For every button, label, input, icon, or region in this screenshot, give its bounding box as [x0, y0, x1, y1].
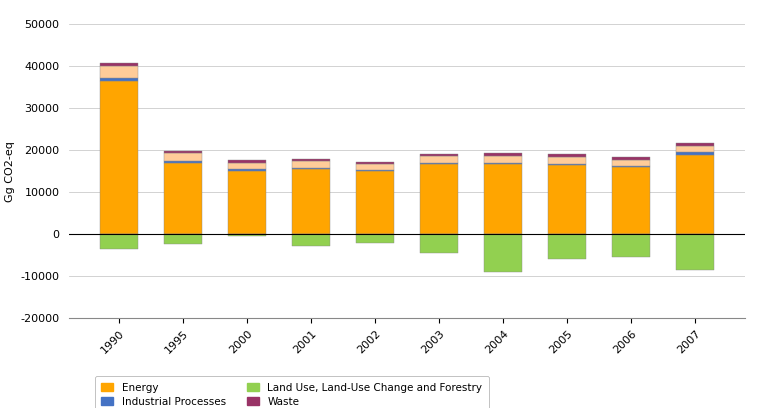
Bar [228, 234, 266, 236]
Bar [356, 171, 394, 234]
Bar [548, 164, 586, 165]
Bar [228, 169, 266, 171]
Bar [100, 234, 138, 249]
Bar [292, 234, 330, 246]
Bar [164, 161, 202, 163]
Bar [356, 170, 394, 171]
Bar [484, 164, 522, 234]
Bar [228, 171, 266, 234]
Bar [484, 234, 522, 272]
Bar [292, 168, 330, 169]
Bar [676, 234, 714, 270]
Bar [612, 166, 650, 167]
Bar [676, 143, 714, 146]
Y-axis label: Gg CO2-eq: Gg CO2-eq [5, 141, 15, 202]
Bar [676, 153, 714, 155]
Bar [292, 159, 330, 162]
Bar [164, 151, 202, 153]
Bar [676, 146, 714, 153]
Bar [676, 155, 714, 234]
Bar [356, 164, 394, 170]
Bar [228, 163, 266, 169]
Bar [164, 153, 202, 161]
Bar [484, 162, 522, 164]
Bar [548, 157, 586, 164]
Bar [548, 165, 586, 234]
Bar [292, 162, 330, 168]
Bar [420, 164, 458, 234]
Bar [612, 157, 650, 160]
Bar [612, 234, 650, 257]
Bar [548, 154, 586, 157]
Bar [164, 234, 202, 244]
Bar [100, 66, 138, 78]
Bar [164, 163, 202, 234]
Bar [420, 234, 458, 253]
Bar [420, 163, 458, 164]
Bar [484, 153, 522, 156]
Bar [292, 169, 330, 234]
Bar [100, 63, 138, 66]
Bar [228, 160, 266, 163]
Bar [420, 153, 458, 156]
Legend: Energy, Industrial Processes, Agriculture, Land Use, Land-Use Change and Forestr: Energy, Industrial Processes, Agricultur… [94, 376, 488, 408]
Bar [356, 162, 394, 164]
Bar [420, 156, 458, 163]
Bar [612, 160, 650, 166]
Bar [612, 167, 650, 234]
Bar [100, 81, 138, 234]
Bar [356, 234, 394, 243]
Bar [484, 156, 522, 162]
Bar [100, 78, 138, 81]
Bar [548, 234, 586, 259]
